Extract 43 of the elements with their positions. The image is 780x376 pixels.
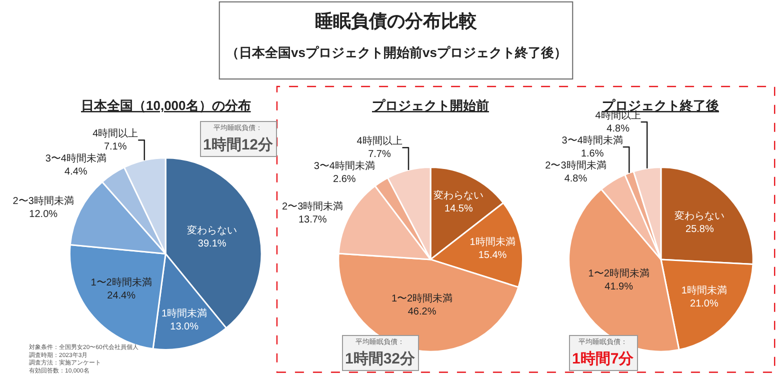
slice-label: 1時間未満 xyxy=(162,307,208,320)
text: （日本全国vsプロジェクト開始前vsプロジェクト終了後） xyxy=(226,45,567,60)
data-label: 25.8% xyxy=(686,224,714,236)
text: 1時間7分 xyxy=(572,350,635,368)
chart-title: プロジェクト開始前 xyxy=(372,98,489,113)
data-label: 13.7% xyxy=(298,214,327,226)
data-label: 41.9% xyxy=(604,281,634,292)
data-label: 4.8% xyxy=(564,173,588,184)
slice-label: 1〜2時間未満 xyxy=(90,276,152,289)
slice-label: 1時間未満 xyxy=(681,284,727,296)
slice-label: 4時間以上 xyxy=(356,135,402,148)
slice-label: 4時間以上 xyxy=(92,128,138,140)
data-label: 13.0% xyxy=(170,321,199,332)
data-label: 14.5% xyxy=(444,203,473,214)
data-label: 4.8% xyxy=(606,123,630,134)
data-label: 1.6% xyxy=(580,148,604,160)
text: 睡眠負債の分布比較 xyxy=(315,11,478,31)
data-label: 12.0% xyxy=(29,209,58,220)
slice-label: 3〜4時間未満 xyxy=(314,160,375,172)
data-label: 46.2% xyxy=(408,306,436,318)
slice-label: 2〜3時間未満 xyxy=(12,195,74,208)
data-label: 7.1% xyxy=(104,142,127,153)
slice-label: 1〜2時間未満 xyxy=(588,267,650,280)
slice-label: 1時間未満 xyxy=(470,236,516,248)
slice-label: 3〜4時間未満 xyxy=(45,152,106,165)
slice-label: 変わらない xyxy=(187,224,238,237)
chart-title: プロジェクト終了後 xyxy=(602,98,719,113)
text: 1時間32分 xyxy=(345,350,416,368)
text: 1時間12分 xyxy=(203,136,274,154)
slice-label: 変わらない xyxy=(434,189,484,202)
slice-label: 変わらない xyxy=(674,210,725,222)
data-label: 24.4% xyxy=(107,290,136,302)
data-label: 2.6% xyxy=(333,174,356,186)
data-label: 21.0% xyxy=(690,298,718,310)
data-label: 15.4% xyxy=(478,250,507,261)
slice-label: 1〜2時間未満 xyxy=(391,292,453,304)
data-label: 4.4% xyxy=(64,166,88,178)
data-label: 39.1% xyxy=(198,238,226,250)
slice-label: 2〜3時間未満 xyxy=(545,159,606,172)
chart-title: 日本全国（10,000名）の分布 xyxy=(81,98,251,113)
data-label: 7.7% xyxy=(368,149,391,160)
slice-label: 3〜4時間未満 xyxy=(562,134,623,146)
slice-label: 2〜3時間未満 xyxy=(282,200,344,212)
